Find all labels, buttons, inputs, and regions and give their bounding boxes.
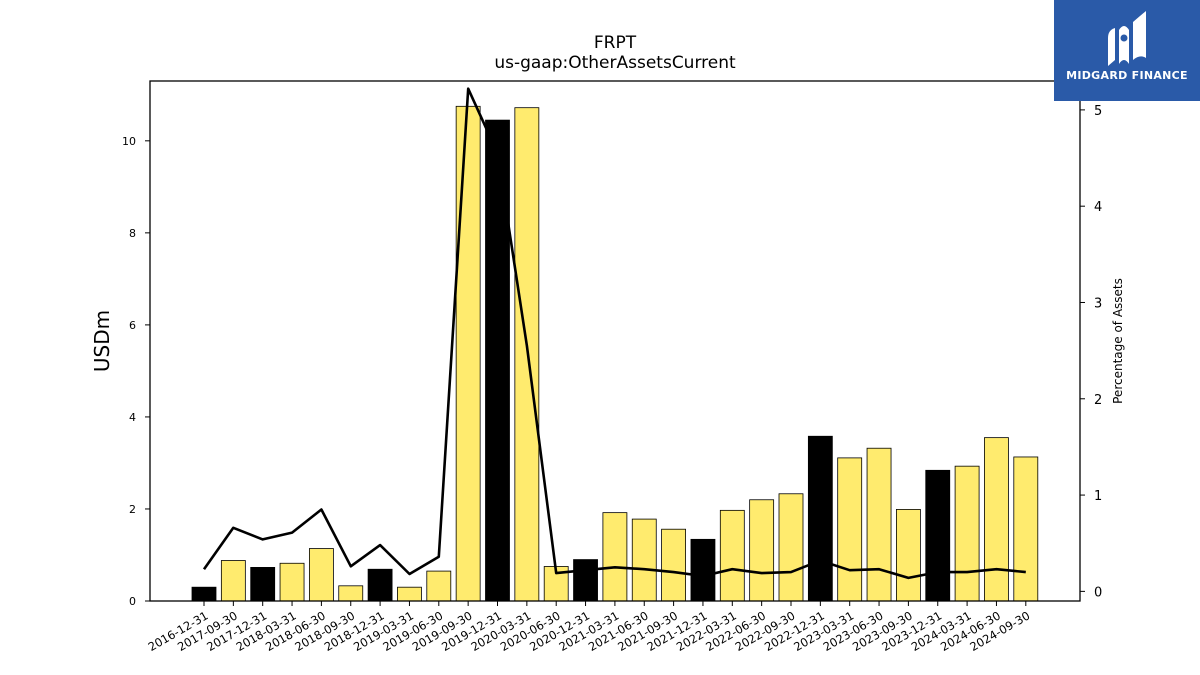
bar [837,457,863,602]
bar [690,538,716,602]
bar [719,509,745,602]
y2-tick-label: 2 [1094,393,1102,408]
bar [602,512,628,602]
y2-tick-label: 1 [1094,489,1102,504]
bar [778,493,804,602]
y2-axis-label: Percentage of Assets [1111,278,1125,404]
bar-group [191,105,1039,602]
bar [220,560,246,602]
y2-tick-label: 3 [1094,296,1102,311]
y-axis-label: USDm [90,310,114,372]
bar [426,570,452,602]
y2-tick-label: 0 [1094,585,1102,600]
bar [984,437,1009,602]
bar [631,518,657,602]
bar [1013,456,1039,602]
chart-title: FRPT [594,33,637,53]
bar [954,465,980,602]
y-tick-label: 10 [122,135,136,148]
y-tick-label: 6 [129,319,136,332]
bar [279,562,305,602]
bar [749,499,775,602]
y2-tick-label: 4 [1094,200,1102,215]
bar [367,568,393,602]
bar [250,567,276,602]
y-tick-label: 4 [129,411,136,424]
bar [573,559,598,602]
bar [308,548,334,602]
y-tick-label: 0 [129,595,136,608]
bar [397,586,422,602]
chart-subtitle: us-gaap:OtherAssetsCurrent [494,53,736,73]
bar [455,105,481,602]
midgard-finance-logo: MIDGARD FINANCE [1054,0,1200,101]
line-group [202,87,1026,580]
bar [896,509,921,602]
bar [866,447,892,602]
y2-tick-label: 5 [1094,104,1102,119]
y-tick-label: 2 [129,503,136,516]
logo-text: MIDGARD FINANCE [1066,69,1188,82]
bar [661,528,686,602]
y-tick-label: 8 [129,227,136,240]
bar [338,585,364,602]
percentage-line [202,87,1026,580]
bar [925,469,951,602]
bar [485,119,510,602]
bar [191,586,217,602]
logo-mark-icon [1108,11,1146,66]
bar [807,435,833,602]
